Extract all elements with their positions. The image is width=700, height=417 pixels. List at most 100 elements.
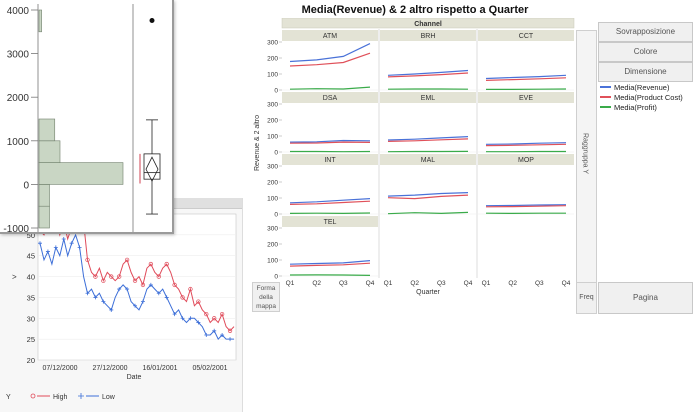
panel-label: EVE [519, 95, 533, 102]
x-tick-label: Q4 [366, 280, 375, 287]
x-axis-label: Date [127, 374, 142, 381]
y-tick-label: 100 [267, 72, 278, 79]
y-axis-label: > [12, 273, 17, 282]
distribution-chart: 4000 3000 2000 1000 0 -1000 [0, 0, 172, 232]
histogram-bar [39, 141, 60, 163]
series-line-revenue [290, 44, 370, 62]
legend-item-profit: Media(Profit) [598, 102, 691, 112]
y-axis-label: Revenue & 2 altro [254, 115, 261, 171]
y-tick-label: 3000 [7, 50, 30, 61]
x-tick-label: 16/01/2001 [142, 365, 177, 372]
panel-label: ATM [323, 33, 337, 40]
series-line-revenue [388, 71, 468, 76]
y-tick-label: 35 [27, 293, 35, 302]
graph-builder-chart: Revenue & 2 altro Channel ATM BRH CCT DSA EML E… [250, 18, 578, 314]
x-tick-label: Q1 [482, 280, 491, 287]
x-axis-label: Quarter [416, 289, 440, 296]
y-tick-label: 300 [267, 164, 278, 171]
y-tick-label: 45 [27, 252, 35, 261]
legend-label: Media(Product Cost) [614, 93, 683, 102]
panel-label: EML [421, 95, 436, 102]
legend-low-label: Low [102, 394, 116, 401]
y-tick-label: 0 [274, 212, 278, 219]
x-tick-label: Q4 [464, 280, 473, 287]
x-tick-label: Q1 [286, 280, 295, 287]
x-tick-label: 07/12/2000 [42, 365, 77, 372]
y-tick-label: 0 [274, 88, 278, 95]
y-tick-label: 2000 [7, 93, 30, 104]
freq-drop-zone[interactable]: Freq [576, 282, 597, 314]
window-strip [172, 198, 242, 209]
graph-title: Media(Revenue) & 2 altro rispetto a Quar… [250, 4, 580, 16]
x-tick-label: 27/12/2000 [92, 365, 127, 372]
x-tick-label: Q4 [562, 280, 571, 287]
y-tick-label: 300 [267, 40, 278, 47]
series-line-product-cost [290, 53, 370, 66]
panel-label: DSA [323, 95, 338, 102]
y-tick-label: 100 [267, 258, 278, 265]
x-tick-label: Q2 [312, 280, 321, 287]
y-tick-label: 1000 [7, 137, 30, 148]
x-tick-label: Q3 [437, 280, 446, 287]
panel-label: BRH [421, 33, 436, 40]
panel-label: MOP [518, 157, 534, 164]
page-drop-zone[interactable]: Pagina [598, 282, 693, 314]
size-drop-zone[interactable]: Dimensione [598, 62, 693, 82]
panel-label: CCT [519, 33, 534, 40]
y-tick-label: 30 [27, 314, 35, 323]
legend-swatch [600, 106, 611, 108]
histogram-bar [39, 119, 55, 141]
legend-label: Media(Revenue) [614, 83, 669, 92]
y-tick-label: 40 [27, 273, 35, 282]
color-drop-zone[interactable]: Colore [598, 42, 693, 62]
legend-title: Y [6, 394, 11, 401]
series-line-profit [388, 212, 468, 213]
plot-frame [38, 214, 236, 360]
histogram-bar [39, 206, 50, 228]
y-tick-label: 0 [274, 274, 278, 281]
y-tick-label: -1000 [3, 224, 29, 232]
panel-label: INT [324, 157, 336, 164]
overlay-drop-zone[interactable]: Sovrapposizione [598, 22, 693, 42]
legend-label: Media(Profit) [614, 103, 657, 112]
y-tick-label: 0 [23, 180, 29, 191]
y-tick-label: 25 [27, 335, 35, 344]
series-line-profit [290, 275, 370, 276]
x-tick-label: Q3 [535, 280, 544, 287]
y-tick-label: 4000 [7, 6, 30, 17]
panel-label: TEL [324, 219, 337, 226]
y-tick-label: 300 [267, 226, 278, 233]
map-shape-drop-zone[interactable]: Forma della mappa [252, 282, 280, 312]
histogram-bar [39, 10, 42, 32]
wrap-zone-label: Raggruppa Y [582, 129, 589, 179]
legend-high-label: High [53, 394, 68, 401]
legend-item-product-cost: Media(Product Cost) [598, 92, 691, 102]
y-tick-label: 0 [274, 150, 278, 157]
distribution-panel: 4000 3000 2000 1000 0 -1000 [0, 0, 174, 234]
x-tick-label: 05/02/2001 [192, 365, 227, 372]
y-tick-label: 200 [267, 56, 278, 63]
y-tick-label: 100 [267, 196, 278, 203]
legend: Media(Revenue) Media(Product Cost) Media… [598, 82, 691, 112]
series-line-profit [290, 87, 370, 89]
y-tick-label: 200 [267, 242, 278, 249]
legend-swatch [600, 86, 611, 88]
x-tick-label: Q2 [410, 280, 419, 287]
histogram-bar [39, 163, 123, 185]
y-tick-label: 300 [267, 102, 278, 109]
x-tick-label: Q1 [384, 280, 393, 287]
legend-high-marker [31, 394, 35, 398]
y-tick-label: 100 [267, 134, 278, 141]
panel-label: MAL [421, 157, 436, 164]
histogram-bar [39, 184, 50, 206]
boxplot-outlier [150, 18, 155, 23]
legend-low-marker [78, 393, 84, 399]
x-tick-label: Q2 [508, 280, 517, 287]
group-header-label: Channel [414, 21, 442, 28]
y-tick-label: 200 [267, 118, 278, 125]
legend-swatch [600, 96, 611, 98]
y-tick-label: 20 [27, 356, 35, 365]
x-tick-label: Q3 [339, 280, 348, 287]
y-tick-label: 200 [267, 180, 278, 187]
legend-item-revenue: Media(Revenue) [598, 82, 691, 92]
